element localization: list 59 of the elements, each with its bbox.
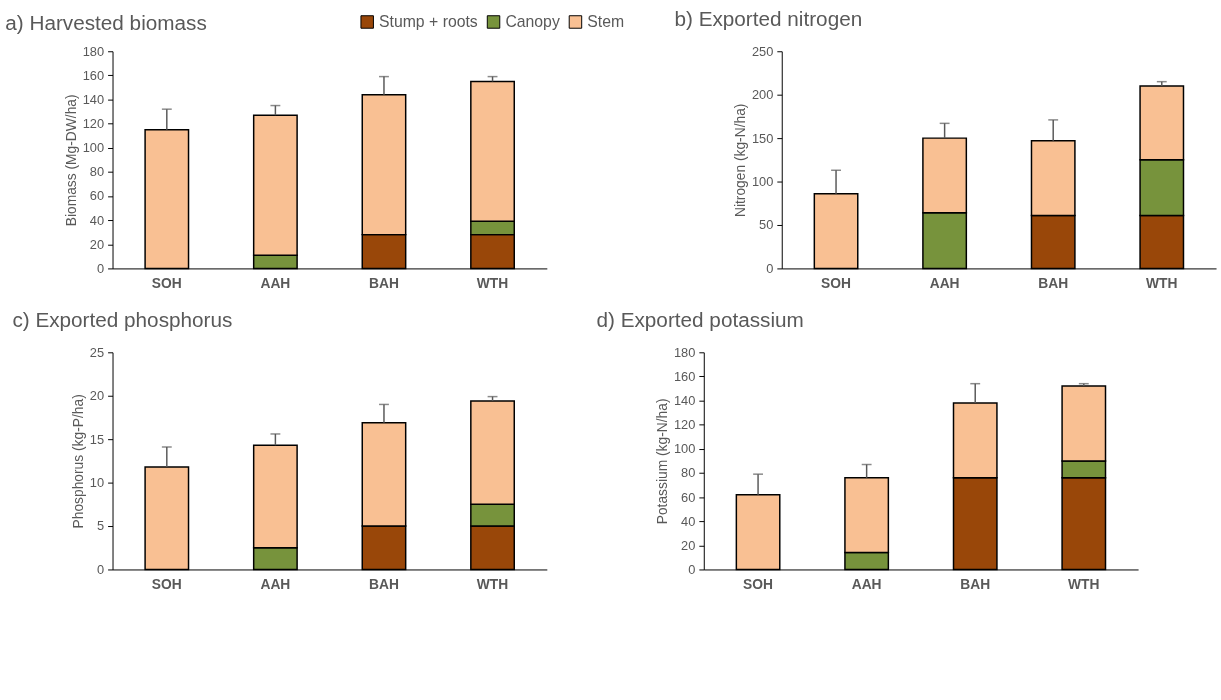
y-tick-label: 180 <box>82 43 105 59</box>
y-tick-label: 40 <box>681 513 696 529</box>
x-tick-label: AAH <box>929 274 960 291</box>
y-tick-label: 100 <box>673 441 696 457</box>
x-tick-label: WTH <box>1146 274 1178 291</box>
x-tick-label: BAH <box>960 575 991 592</box>
x-tick-label: WTH <box>476 575 509 592</box>
y-tick-label: 200 <box>751 87 774 103</box>
y-tick-label: 160 <box>82 67 105 83</box>
y-tick-label: 140 <box>673 393 696 409</box>
y-tick-label: 150 <box>751 130 774 146</box>
y-tick-label: 140 <box>82 91 105 107</box>
x-tick-label: BAH <box>369 575 399 592</box>
x-tick-label: BAH <box>1038 274 1069 291</box>
y-axis-title: Biomass (Mg-DW/ha) <box>62 94 79 227</box>
x-tick-label: SOH <box>821 274 852 291</box>
y-tick-label: 0 <box>688 561 696 577</box>
y-tick-label: 80 <box>681 465 696 481</box>
y-tick-label: 160 <box>673 368 696 384</box>
y-tick-label: 100 <box>751 173 774 189</box>
y-axis-title: Potassium (kg-N/ha) <box>654 398 671 525</box>
chart-title: b) Exported nitrogen <box>674 6 863 30</box>
y-tick-label: 20 <box>89 236 105 252</box>
y-tick-label: 0 <box>96 561 105 577</box>
legend-label: Stump + roots <box>379 12 478 30</box>
y-tick-label: 25 <box>89 344 105 360</box>
y-tick-label: 10 <box>89 475 105 491</box>
y-tick-label: 50 <box>759 217 774 233</box>
x-tick-label: AAH <box>260 274 291 291</box>
legend-label: Stem <box>587 12 625 30</box>
y-tick-label: 60 <box>89 188 105 204</box>
y-axis-title: Nitrogen (kg-N/ha) <box>732 103 749 218</box>
y-tick-label: 80 <box>89 164 105 180</box>
y-tick-label: 120 <box>82 116 105 132</box>
x-tick-label: WTH <box>1068 575 1100 592</box>
legend-label: Canopy <box>505 12 560 30</box>
y-tick-label: 250 <box>751 43 774 59</box>
y-axis-title: Phosphorus (kg-P/ha) <box>69 394 86 529</box>
x-tick-label: AAH <box>260 575 291 592</box>
y-tick-label: 120 <box>673 417 696 433</box>
chart-title: a) Harvested biomass <box>5 10 207 34</box>
y-tick-label: 20 <box>89 388 105 404</box>
x-tick-label: SOH <box>151 274 182 291</box>
y-tick-label: 40 <box>89 212 105 228</box>
y-tick-label: 5 <box>96 518 105 534</box>
x-tick-label: WTH <box>476 274 509 291</box>
y-tick-label: 180 <box>673 344 696 360</box>
x-tick-label: SOH <box>743 575 774 592</box>
x-tick-label: AAH <box>851 575 882 592</box>
y-tick-label: 15 <box>89 431 105 447</box>
y-tick-label: 0 <box>766 260 774 276</box>
x-tick-label: BAH <box>369 274 399 291</box>
chart-title: d) Exported potassium <box>596 307 804 331</box>
y-tick-label: 100 <box>82 140 105 156</box>
x-tick-label: SOH <box>151 575 182 592</box>
chart-title: c) Exported phosphorus <box>12 307 233 331</box>
y-tick-label: 60 <box>681 489 696 505</box>
y-tick-label: 20 <box>681 537 696 553</box>
y-tick-label: 0 <box>96 260 105 276</box>
